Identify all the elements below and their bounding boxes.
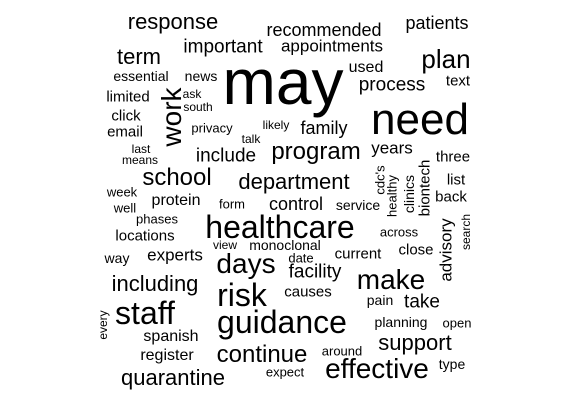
word-staff: staff bbox=[115, 295, 175, 331]
word-quarantine: quarantine bbox=[121, 365, 225, 390]
word-form: form bbox=[219, 196, 245, 212]
word-biontech: biontech bbox=[416, 159, 434, 217]
word-essential: essential bbox=[113, 68, 169, 84]
word-recommended: recommended bbox=[266, 20, 382, 40]
word-pain: pain bbox=[366, 292, 394, 308]
word-family: family bbox=[300, 118, 348, 138]
word-ask: ask bbox=[182, 87, 202, 101]
word-causes: causes bbox=[284, 283, 332, 301]
word-support: support bbox=[378, 330, 452, 355]
word-control: control bbox=[268, 194, 324, 214]
word-service: service bbox=[335, 197, 381, 213]
word-effective: effective bbox=[325, 353, 429, 384]
word-way: way bbox=[104, 250, 130, 266]
word-limited: limited bbox=[106, 88, 150, 106]
word-view: view bbox=[212, 238, 238, 252]
word-around: around bbox=[321, 343, 363, 359]
word-experts: experts bbox=[147, 245, 203, 265]
word-type: type bbox=[438, 356, 466, 372]
word-including: including bbox=[111, 271, 199, 296]
word-current: current bbox=[334, 245, 382, 263]
word-register: register bbox=[140, 347, 194, 364]
word-click: click bbox=[111, 107, 141, 125]
word-search: search bbox=[459, 213, 473, 251]
word-talk: talk bbox=[241, 132, 261, 146]
word-spanish: spanish bbox=[143, 328, 199, 345]
word-take: take bbox=[404, 291, 440, 313]
word-phases: phases bbox=[136, 211, 178, 227]
word-may: may bbox=[222, 46, 344, 118]
word-planning: planning bbox=[374, 314, 428, 330]
word-program: program bbox=[271, 138, 361, 165]
word-appointments: appointments bbox=[280, 36, 384, 56]
word-well: well bbox=[113, 200, 137, 216]
word-text: text bbox=[445, 72, 471, 90]
word-week: week bbox=[106, 184, 138, 200]
word-term: term bbox=[117, 44, 161, 69]
word-plan: plan bbox=[421, 44, 471, 74]
word-close: close bbox=[398, 241, 434, 259]
word-include: include bbox=[195, 145, 257, 167]
word-continue: continue bbox=[216, 341, 308, 368]
word-open: open bbox=[442, 315, 472, 331]
word-healthy: healthy bbox=[384, 175, 400, 217]
word-guidance: guidance bbox=[217, 304, 347, 340]
word-news: news bbox=[184, 68, 218, 84]
word-email: email bbox=[107, 123, 143, 141]
word-make: make bbox=[356, 264, 426, 295]
word-list: list bbox=[446, 171, 466, 189]
word-days: days bbox=[216, 248, 276, 279]
word-date: date bbox=[288, 250, 314, 266]
word-protein: protein bbox=[151, 192, 201, 209]
word-clinics: clinics bbox=[401, 174, 417, 214]
word-advisory: advisory bbox=[436, 218, 456, 282]
word-department: department bbox=[238, 169, 350, 194]
word-back: back bbox=[435, 188, 467, 206]
word-three: three bbox=[435, 148, 471, 166]
word-monoclonal: monoclonal bbox=[249, 237, 321, 253]
word-likely: likely bbox=[262, 118, 290, 132]
word-patients: patients bbox=[405, 13, 469, 33]
word-privacy: privacy bbox=[191, 120, 233, 136]
word-means: means bbox=[121, 153, 159, 167]
word-locations: locations bbox=[115, 227, 175, 245]
word-process: process bbox=[358, 74, 426, 96]
word-expect: expect bbox=[265, 364, 305, 380]
word-last: last bbox=[131, 142, 151, 156]
word-risk: risk bbox=[217, 277, 267, 313]
word-used: used bbox=[348, 59, 384, 76]
word-important: important bbox=[183, 36, 263, 58]
word-south: south bbox=[183, 100, 213, 114]
word-response: response bbox=[127, 9, 219, 34]
word-school: school bbox=[142, 164, 212, 191]
word-across: across bbox=[379, 224, 419, 240]
word-need: need bbox=[371, 95, 469, 144]
word-facility: facility bbox=[288, 261, 342, 283]
word-years: years bbox=[371, 138, 413, 158]
word-every: every bbox=[96, 310, 110, 340]
word-healthcare: healthcare bbox=[205, 209, 355, 245]
